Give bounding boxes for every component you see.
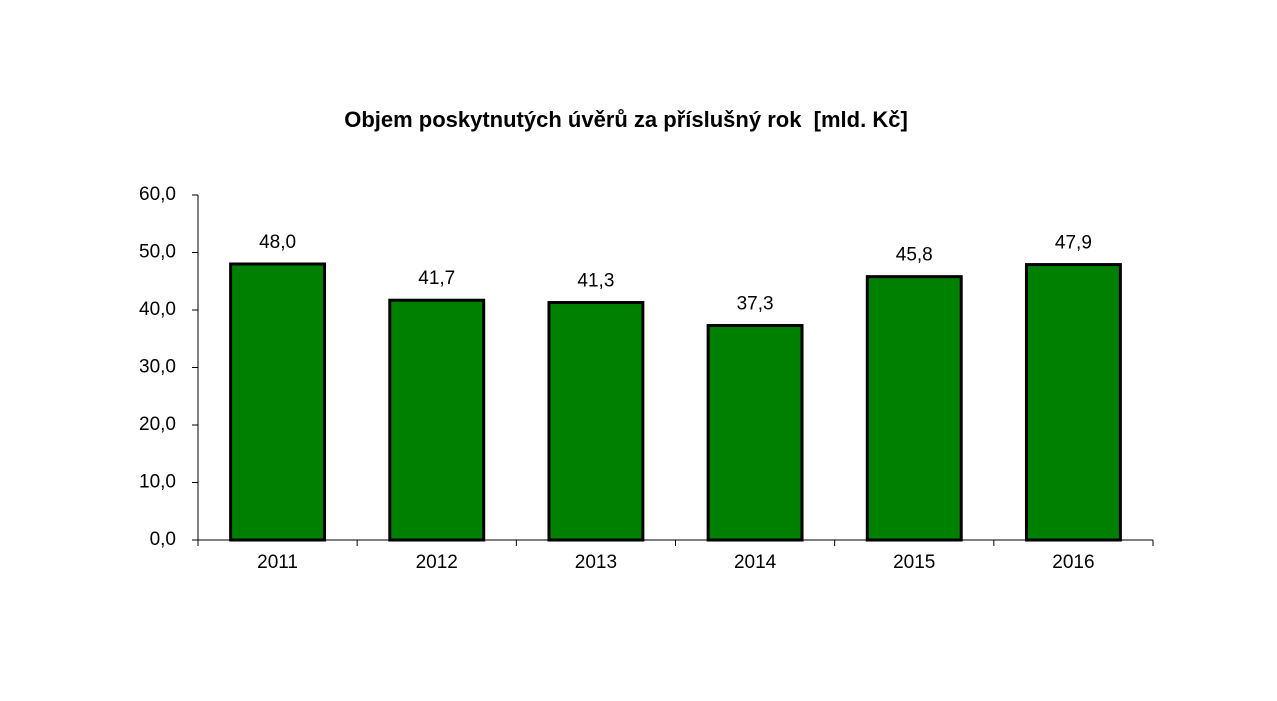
value-label: 47,9 xyxy=(1055,233,1092,254)
y-tick-label: 30,0 xyxy=(139,357,176,378)
y-tick-label: 20,0 xyxy=(139,414,176,435)
x-tick-label: 2012 xyxy=(416,552,458,573)
bar xyxy=(547,301,645,542)
bar xyxy=(388,298,486,542)
bar xyxy=(865,275,963,542)
x-tick-label: 2015 xyxy=(893,552,935,573)
value-label: 41,7 xyxy=(418,268,455,289)
x-tick-label: 2013 xyxy=(575,552,617,573)
value-label: 37,3 xyxy=(737,294,774,315)
bar xyxy=(706,324,804,542)
chart-title: Objem poskytnutých úvěrů za příslušný ro… xyxy=(344,107,908,132)
y-tick-label: 50,0 xyxy=(139,242,176,263)
bar xyxy=(229,262,327,542)
value-label: 48,0 xyxy=(259,232,296,253)
y-tick-label: 10,0 xyxy=(139,472,176,493)
x-tick-label: 2016 xyxy=(1052,552,1094,573)
x-tick-label: 2011 xyxy=(257,552,298,573)
bar xyxy=(1024,263,1122,542)
y-tick-label: 40,0 xyxy=(139,299,176,320)
value-label: 45,8 xyxy=(896,245,933,266)
y-tick-label: 0,0 xyxy=(150,529,176,550)
y-tick-label: 60,0 xyxy=(139,184,176,205)
x-tick-label: 2014 xyxy=(734,552,777,573)
value-label: 41,3 xyxy=(577,271,614,292)
